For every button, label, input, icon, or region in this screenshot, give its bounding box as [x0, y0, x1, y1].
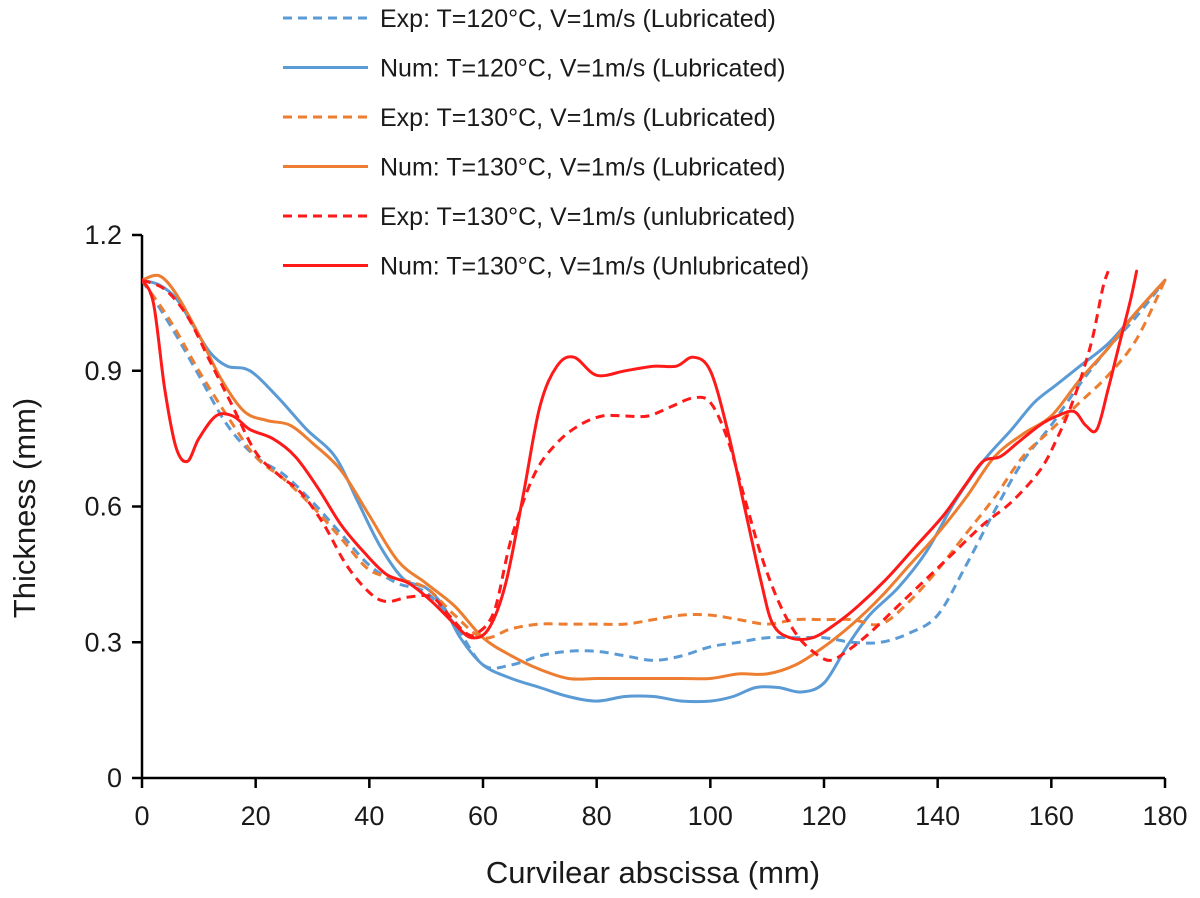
- legend-label: Num: T=120°C, V=1m/s (Lubricated): [380, 55, 786, 83]
- x-tick-label: 100: [688, 801, 733, 831]
- x-axis-title: Curvilear abscissa (mm): [486, 855, 820, 890]
- series-line-5: [142, 270, 1110, 662]
- x-tick-label: 0: [134, 801, 149, 831]
- x-tick-label: 140: [915, 801, 960, 831]
- x-tick-label: 20: [241, 801, 271, 831]
- legend-entry: Num: T=130°C, V=1m/s (Lubricated): [283, 154, 786, 182]
- y-tick-label: 0: [107, 763, 122, 793]
- y-tick-label: 0.3: [84, 627, 122, 657]
- series-line-4: [142, 273, 1167, 681]
- series-layer: [142, 269, 1167, 704]
- series-line-1: [142, 279, 1167, 670]
- x-tick-label: 80: [582, 801, 612, 831]
- x-tick-label: 160: [1029, 801, 1074, 831]
- x-tick-label: 180: [1142, 801, 1187, 831]
- legend-entry: Exp: T=130°C, V=1m/s (Lubricated): [283, 104, 776, 132]
- legend-entry: Exp: T=120°C, V=1m/s (Lubricated): [283, 5, 776, 33]
- legend-label: Num: T=130°C, V=1m/s (Unlubricated): [380, 253, 809, 281]
- y-tick-label: 0.6: [84, 492, 122, 522]
- legend-entry: Num: T=120°C, V=1m/s (Lubricated): [283, 55, 786, 83]
- ticks: 0 0.3 0.6 0.9 1.2 0 20 40 60 80 100 120 140 160 180: [84, 220, 1187, 831]
- legend-label: Exp: T=130°C, V=1m/s (unlubricated): [380, 203, 795, 231]
- legend-entry: Num: T=130°C, V=1m/s (Unlubricated): [283, 253, 809, 281]
- legend-label: Exp: T=120°C, V=1m/s (Lubricated): [380, 5, 776, 33]
- legend-label: Num: T=130°C, V=1m/s (Lubricated): [380, 154, 786, 182]
- y-axis-title: Thickness (mm): [7, 398, 42, 618]
- x-tick-label: 40: [354, 801, 384, 831]
- y-tick-label: 0.9: [84, 356, 122, 386]
- series-line-6: [142, 269, 1139, 641]
- x-tick-label: 60: [468, 801, 498, 831]
- series-line-3: [142, 279, 1167, 640]
- y-tick-label: 1.2: [84, 220, 122, 250]
- x-tick-label: 120: [801, 801, 846, 831]
- legend-label: Exp: T=130°C, V=1m/s (Lubricated): [380, 104, 776, 132]
- legend-entry: Exp: T=130°C, V=1m/s (unlubricated): [283, 203, 795, 231]
- legend: Exp: T=120°C, V=1m/s (Lubricated) Num: T=…: [283, 5, 809, 281]
